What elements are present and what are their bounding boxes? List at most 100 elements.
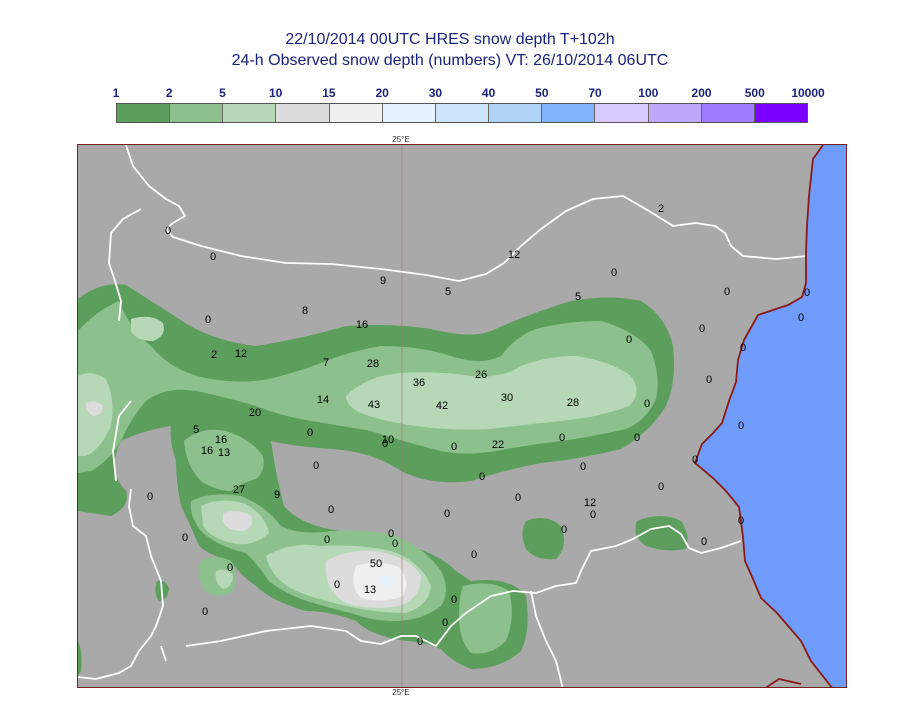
observation-value: 0 (738, 420, 744, 432)
observation-value: 0 (798, 312, 804, 324)
observation-value: 16 (356, 319, 368, 331)
observation-value: 20 (249, 407, 261, 419)
snow-depth-level-6 (378, 575, 393, 588)
observation-value: 0 (307, 427, 313, 439)
observation-value: 0 (444, 508, 450, 520)
legend-swatch (435, 104, 490, 122)
observation-value: 0 (634, 432, 640, 444)
observation-value: 0 (227, 562, 233, 574)
legend-swatch (276, 104, 330, 122)
observation-value: 0 (706, 374, 712, 386)
observation-value: 50 (370, 558, 382, 570)
observation-value: 0 (611, 267, 617, 279)
legend-label: 70 (588, 86, 602, 100)
observation-value: 0 (382, 438, 388, 450)
observation-value: 12 (584, 497, 596, 509)
legend-label: 10000 (791, 86, 825, 100)
legend-swatch (542, 104, 596, 122)
observation-value: 0 (701, 536, 707, 548)
observation-value: 43 (368, 399, 380, 411)
observation-value: 22 (492, 439, 504, 451)
observation-value: 42 (436, 400, 448, 412)
legend-label: 40 (481, 86, 496, 100)
map-panel: 2 0 0 12 0 9 5 5 0 0 8 0 16 0 0 0 0 2 12 7 28 26 36 0 14 43 42 30 28… (77, 144, 847, 688)
legend-swatch (595, 104, 649, 122)
longitude-label-bottom: 25°E (392, 688, 410, 697)
observation-value: 28 (567, 397, 579, 409)
observation-value: 0 (479, 471, 485, 483)
observation-value: 0 (644, 398, 650, 410)
observation-value: 28 (367, 358, 379, 370)
legend-label: 50 (535, 86, 549, 100)
legend-swatch (170, 104, 224, 122)
observation-value: 0 (147, 491, 153, 503)
legend-label: 15 (322, 86, 336, 100)
observation-value: 0 (392, 538, 398, 550)
legend-swatch (754, 104, 808, 122)
legend-label: 1 (112, 86, 120, 100)
chart-title-line1: 22/10/2014 00UTC HRES snow depth T+102h (285, 31, 615, 48)
observation-value: 0 (471, 549, 477, 561)
legend-swatches (116, 103, 808, 123)
observation-value: 0 (165, 225, 171, 237)
observation-value: 0 (699, 323, 705, 335)
observation-value: 0 (658, 481, 664, 493)
observation-value: 0 (417, 636, 423, 648)
observation-value: 2 (658, 203, 664, 215)
observation-value: 0 (313, 460, 319, 472)
observation-value: 5 (575, 291, 581, 303)
observation-value: 8 (302, 305, 308, 317)
legend-swatch (701, 104, 755, 122)
observation-value: 9 (274, 489, 280, 501)
legend-label: 10 (269, 86, 283, 100)
observation-value: 14 (317, 394, 329, 406)
color-legend: 1 2 5 10 15 20 30 40 50 70 100 200 500 10000 (112, 86, 825, 124)
observation-value: 0 (182, 532, 188, 544)
legend-label: 200 (691, 86, 712, 100)
observation-value: 0 (804, 287, 810, 299)
legend-swatch (489, 104, 543, 122)
coastline (693, 145, 833, 687)
observation-value: 36 (413, 377, 425, 389)
observation-value: 0 (202, 606, 208, 618)
legend-label: 5 (219, 86, 226, 100)
observation-value: 5 (445, 286, 451, 298)
observation-value: 0 (740, 342, 746, 354)
observation-value: 0 (324, 534, 330, 546)
observation-value: 26 (475, 369, 487, 381)
observation-value: 12 (235, 348, 247, 360)
legend-swatch (329, 104, 383, 122)
legend-label: 30 (428, 86, 443, 100)
observation-value: 10 (382, 434, 394, 446)
observation-value: 0 (388, 528, 394, 540)
observation-value: 0 (626, 334, 632, 346)
observation-value: 7 (323, 357, 329, 369)
observation-value: 0 (738, 515, 744, 527)
legend-label: 20 (375, 86, 389, 100)
observation-value: 0 (442, 617, 448, 629)
legend-swatch (648, 104, 702, 122)
observation-value: 0 (724, 286, 730, 298)
observation-value: 0 (451, 441, 457, 453)
legend-label: 500 (744, 86, 765, 100)
observation-value: 0 (515, 492, 521, 504)
observation-value: 13 (364, 584, 376, 596)
observation-value: 0 (205, 314, 211, 326)
observation-value: 9 (380, 275, 386, 287)
black-sea (695, 145, 846, 687)
observation-value: 5 (193, 424, 199, 436)
observation-value: 0 (580, 461, 586, 473)
observation-value: 0 (692, 454, 698, 466)
observation-value: 13 (218, 447, 230, 459)
observation-value: 16 (215, 434, 227, 446)
observation-value: 0 (451, 594, 457, 606)
observation-value: 0 (328, 504, 334, 516)
observation-value: 0 (590, 509, 596, 521)
chart-title-line2: 24-h Observed snow depth (numbers) VT: 2… (231, 52, 669, 69)
legend-label: 2 (165, 86, 173, 100)
longitude-label-top: 25°E (392, 135, 410, 144)
observation-value: 2 (211, 349, 217, 361)
country-borders (78, 145, 808, 687)
